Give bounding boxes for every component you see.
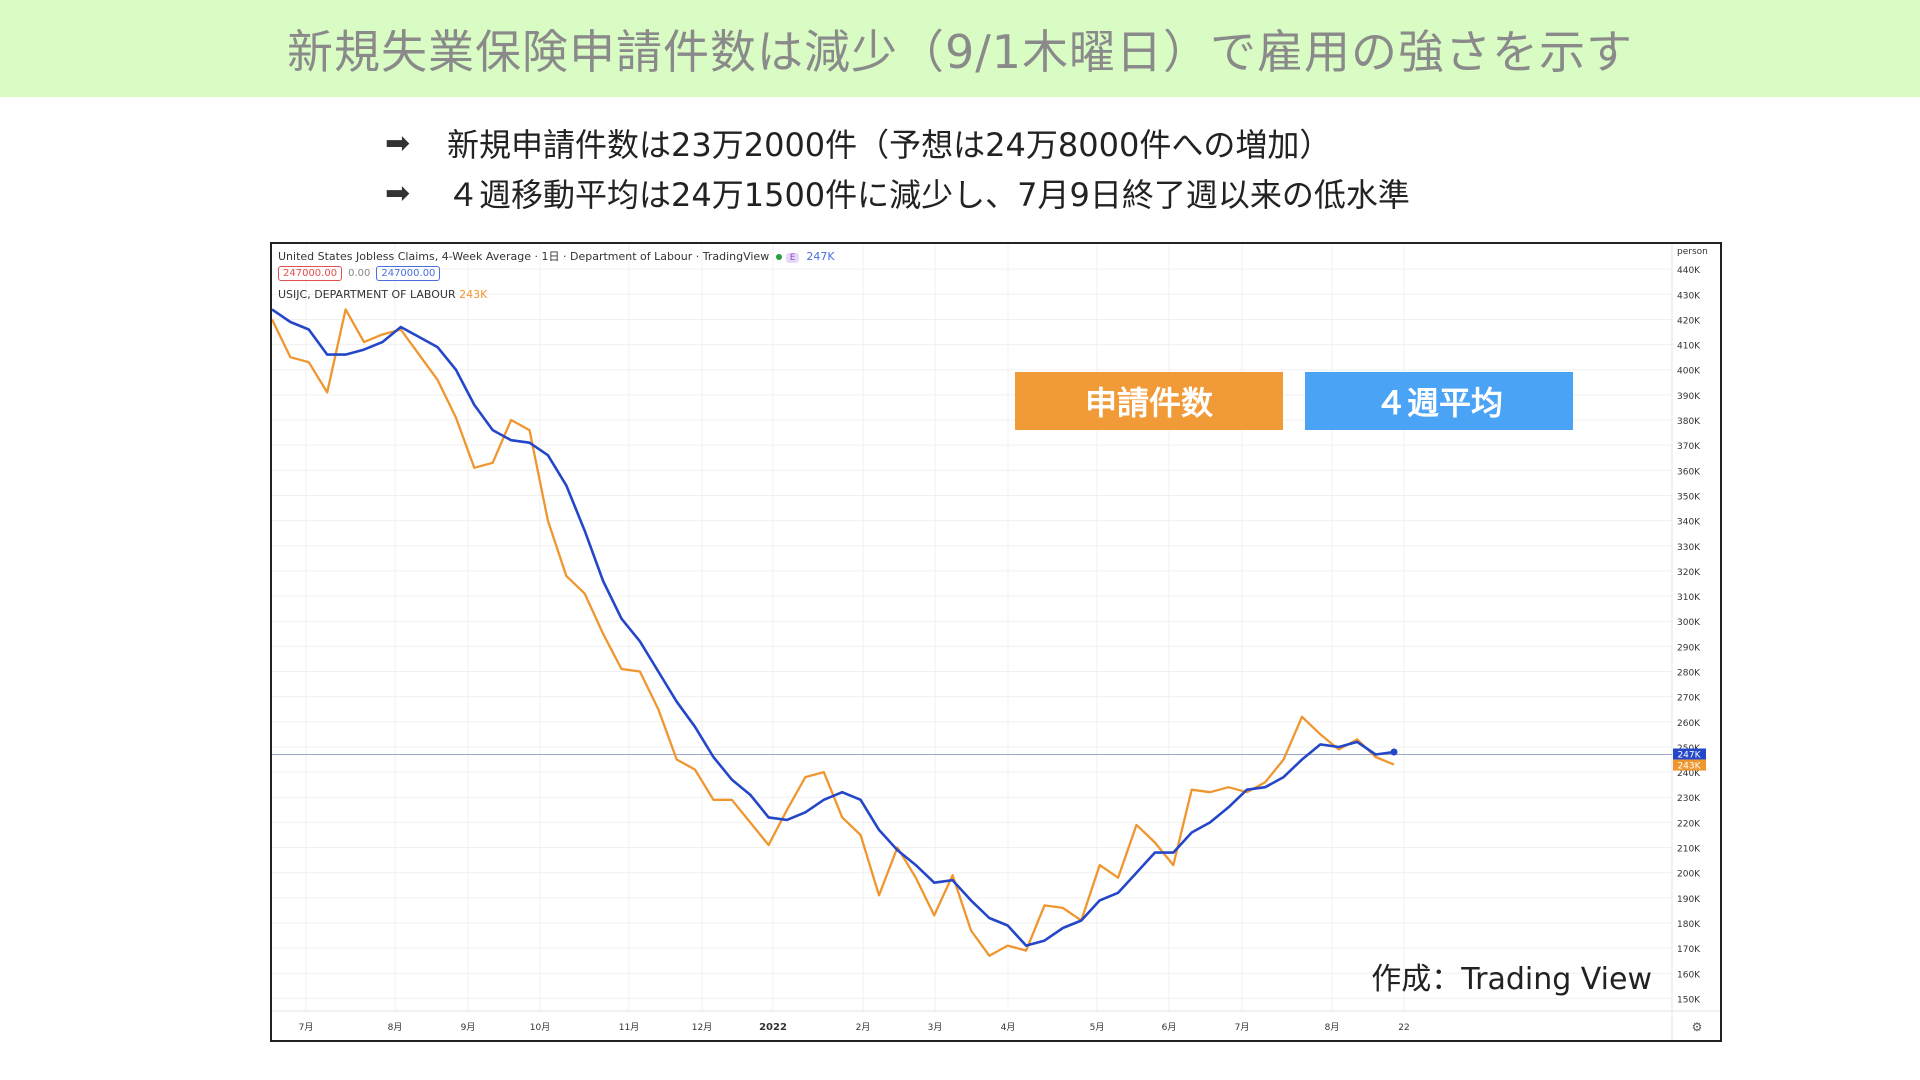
earnings-badge: E [785,253,800,263]
avg-label: ４週平均 [1374,384,1503,422]
price-tag [1673,759,1706,771]
y-tick-label: 220K [1677,819,1701,829]
price-tag-label: 247K [1677,750,1701,760]
y-tick-label: 440K [1677,266,1701,276]
series-line [272,308,1395,947]
y-tick-label: 260K [1677,719,1701,729]
series2-name: USIJC, DEPARTMENT OF LABOUR [278,288,456,301]
claims-label-box: 申請件数 [1015,372,1283,430]
value-pill[interactable]: 247000.00 [376,266,441,281]
settings-gear-icon: ⚙ [1692,1020,1703,1034]
value-pill[interactable]: 247000.00 [278,266,343,281]
bullet-item: ➡ 新規申請件数は23万2000件（予想は24万8000件への増加） [385,118,1410,168]
y-tick-label: 270K [1677,694,1701,704]
x-tick-label: 3月 [928,1022,943,1033]
chart-svg: 150K 160K 170K 180K 190K 200K 210K 220K 230K 240K… [272,244,1720,1040]
series2-value: 243K [459,288,488,301]
x-tick-label: 7月 [299,1022,314,1033]
y-tick-label: 280K [1677,669,1701,679]
x-tick-label: 8月 [1325,1022,1340,1033]
chart-header: United States Jobless Claims, 4-Week Ave… [278,248,835,264]
x-tick-label: 7月 [1235,1022,1250,1033]
bullet-item: ➡ ４週移動平均は24万1500件に減少し、7月9日終了週以来の低水準 [385,168,1410,218]
x-tick-label: 5月 [1090,1022,1105,1033]
y-tick-label: 240K [1677,769,1701,779]
chart-header-title: United States Jobless Claims, 4-Week Ave… [278,250,770,263]
y-tick-label: 410K [1677,342,1701,352]
y-tick-label: 300K [1677,618,1701,628]
x-tick-label: 2月 [856,1022,871,1033]
y-tick-label: 360K [1677,467,1701,477]
y-tick-label: 340K [1677,518,1701,528]
x-tick-label: 12月 [692,1022,712,1033]
header-current-value: 247K [806,250,835,263]
y-tick-label: 190K [1677,895,1701,905]
title-bar: 新規失業保険申請件数は減少（9/1木曜日）で雇用の強さを示す [0,0,1920,97]
series-end-marker [1390,748,1398,756]
y-tick-label: 370K [1677,442,1701,452]
bullet-list: ➡ 新規申請件数は23万2000件（予想は24万8000件への増加） ➡ ４週移… [385,118,1410,218]
y-tick-label: 330K [1677,543,1701,553]
y-tick-label: 180K [1677,920,1701,930]
bullet-text: ４週移動平均は24万1500件に減少し、7月9日終了週以来の低水準 [447,176,1410,214]
y-tick-label: 170K [1677,945,1701,955]
y-tick-label: 400K [1677,367,1701,377]
avg-label-box: ４週平均 [1305,372,1573,430]
credit-text: 作成：Trading View [1371,962,1652,997]
y-tick-label: 290K [1677,643,1701,653]
x-tick-label: 2022 [759,1022,787,1033]
arrow-right-icon: ➡ [385,175,411,211]
change-value: 0.00 [348,268,371,279]
y-tick-label: 310K [1677,593,1701,603]
y-tick-label: 350K [1677,492,1701,502]
x-tick-label: 6月 [1162,1022,1177,1033]
y-tick-label: 430K [1677,291,1701,301]
chart-frame: 150K 160K 170K 180K 190K 200K 210K 220K 230K 240K… [270,242,1722,1042]
price-tag-label: 243K [1677,762,1701,772]
x-tick-label: 11月 [619,1022,639,1033]
y-unit-label: person [1677,247,1708,257]
x-tick-label: 10月 [530,1022,550,1033]
y-tick-label: 420K [1677,316,1701,326]
x-tick-label: 4月 [1001,1022,1016,1033]
y-tick-label: 210K [1677,845,1701,855]
y-tick-label: 200K [1677,870,1701,880]
x-tick-label: 8月 [388,1022,403,1033]
y-tick-label: 320K [1677,568,1701,578]
live-dot-icon [776,254,783,260]
y-tick-label: 390K [1677,392,1701,402]
chart-header-values: 247000.00 0.00 247000.00 [278,266,441,281]
y-tick-label: 160K [1677,970,1701,980]
y-tick-label: 150K [1677,995,1701,1005]
price-tag [1673,748,1706,760]
x-tick-label: 22 [1398,1023,1409,1033]
bullet-text: 新規申請件数は23万2000件（予想は24万8000件への増加） [447,126,1332,164]
y-tick-label: 230K [1677,794,1701,804]
series-legend: USIJC, DEPARTMENT OF LABOUR 243K [278,288,487,301]
page-title: 新規失業保険申請件数は減少（9/1木曜日）で雇用の強さを示す [286,24,1634,79]
claims-label: 申請件数 [1084,384,1213,422]
x-tick-label: 9月 [461,1022,476,1033]
arrow-right-icon: ➡ [385,125,411,161]
y-tick-label: 380K [1677,417,1701,427]
